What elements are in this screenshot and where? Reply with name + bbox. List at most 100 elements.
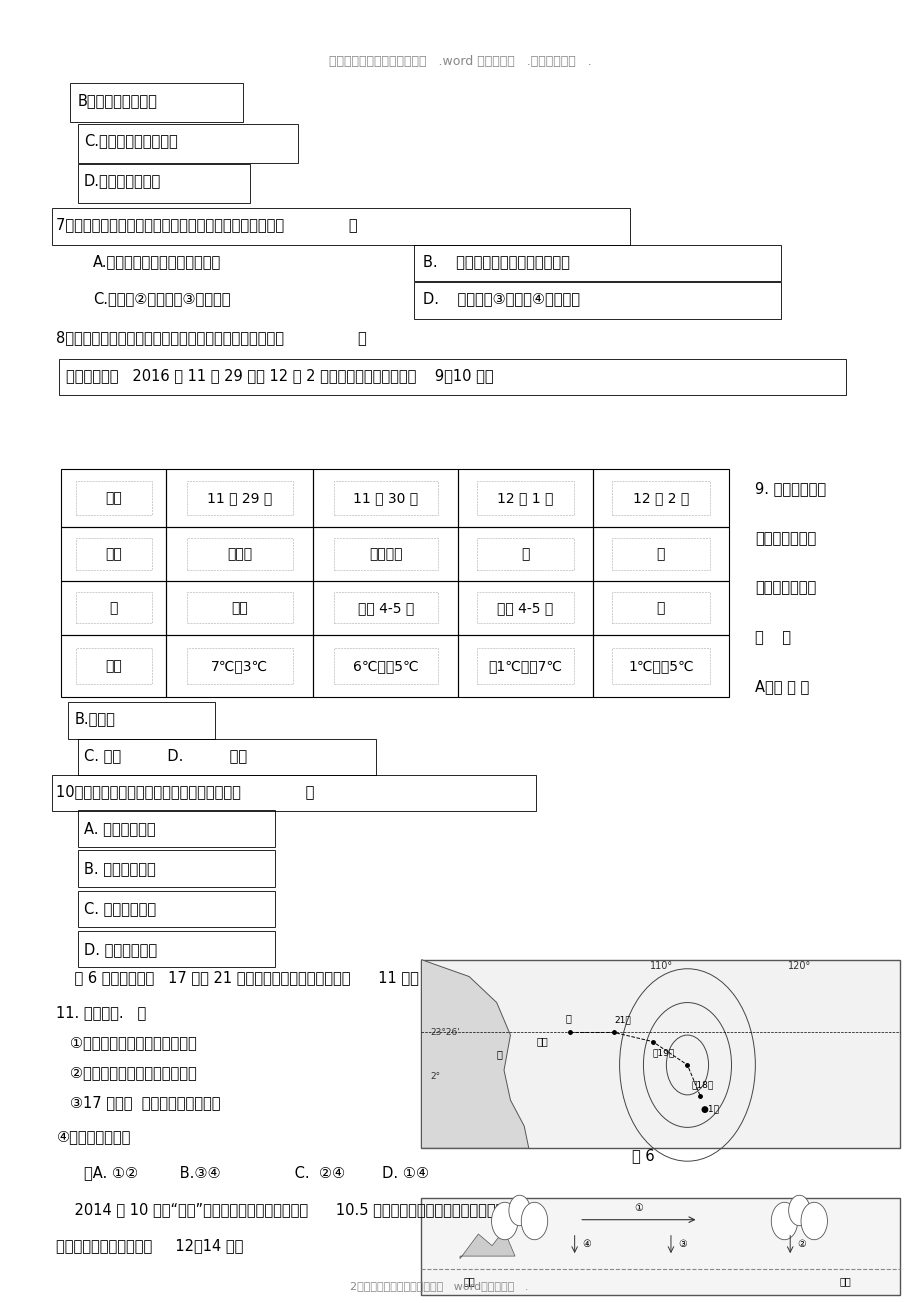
Text: 北风 4-5 级: 北风 4-5 级 [357, 601, 414, 615]
Bar [77, 810, 275, 847]
Bar [77, 851, 275, 887]
Text: ③: ③ [677, 1239, 686, 1250]
Text: A. 大雪阻碍交通: A. 大雪阻碍交通 [84, 821, 155, 835]
Text: 2°: 2° [430, 1072, 440, 1081]
Bar [477, 482, 573, 515]
Bar [75, 538, 152, 569]
Bar [75, 593, 152, 623]
Bar [611, 648, 709, 684]
Text: D.    受气压带③和风带④交替控制: D. 受气压带③和风带④交替控制 [423, 292, 580, 306]
Text: B.    分布在北半球中纬度大陆东岸: B. 分布在北半球中纬度大陆东岸 [423, 254, 570, 268]
Bar [166, 635, 312, 697]
Text: 丁18日: 丁18日 [690, 1080, 712, 1089]
Bar [77, 124, 298, 163]
Text: 110°: 110° [650, 962, 673, 971]
Bar [61, 635, 166, 697]
Bar [68, 702, 215, 739]
Text: 23°26': 23°26' [430, 1028, 460, 1037]
Text: 风: 风 [109, 601, 118, 615]
Bar [477, 593, 573, 623]
Text: 下表为济南市   2016 年 11 月 29 日至 12 月 2 日天气状况记录表，回答    9～10 题。: 下表为济南市 2016 年 11 月 29 日至 12 月 2 日天气状况记录表… [65, 369, 493, 383]
Text: 7℃～3℃: 7℃～3℃ [211, 659, 268, 672]
Text: 甲: 甲 [564, 1014, 571, 1023]
Text: 6℃～－5℃: 6℃～－5℃ [353, 659, 418, 672]
Text: 多云转晴: 多云转晴 [369, 547, 402, 562]
Bar [334, 593, 437, 623]
Text: 气温: 气温 [106, 659, 122, 672]
Bar [77, 932, 275, 967]
Bar [75, 482, 152, 515]
Bar [77, 739, 375, 775]
Bar [166, 581, 312, 635]
Text: 海洋: 海洋 [838, 1276, 850, 1286]
Text: 11. 该台风（.   ）: 11. 该台风（. ） [56, 1006, 146, 1020]
Text: 丙19日: 丙19日 [652, 1048, 675, 1057]
Bar [414, 283, 780, 319]
Text: 微: 微 [656, 601, 664, 615]
Bar [166, 469, 312, 526]
Text: C.给我国沿海带来降水: C.给我国沿海带来降水 [84, 133, 177, 149]
Text: D. 大风吹散雾霾: D. 大风吹散雾霾 [84, 942, 157, 956]
Text: ②: ② [797, 1239, 805, 1250]
Bar [51, 208, 629, 245]
Bar [61, 526, 166, 581]
Text: 11 月 29 日: 11 月 29 日 [207, 491, 272, 506]
Text: B. 降温导致冰雹: B. 降温导致冰雹 [84, 861, 155, 876]
Text: 口: 口 [496, 1050, 502, 1059]
Bar [593, 469, 728, 526]
Bar [312, 526, 458, 581]
Text: C. 暴雨阻碍出行: C. 暴雨阻碍出行 [84, 902, 156, 916]
Text: 日期: 日期 [106, 491, 122, 506]
Bar [51, 775, 536, 812]
Circle shape [508, 1195, 529, 1226]
Text: 文档来源为：从网络收集整理   .word 版本可编辑   .欢迎下载支持   .: 文档来源为：从网络收集整理 .word 版本可编辑 .欢迎下载支持 . [328, 55, 591, 68]
Text: 京市天气剧烈变: 京市天气剧烈变 [754, 530, 816, 546]
Text: B.低气压: B.低气压 [74, 711, 116, 727]
Bar [334, 482, 437, 515]
Text: 北风 4-5 级: 北风 4-5 级 [497, 601, 553, 615]
Text: 微风: 微风 [232, 601, 248, 615]
Circle shape [521, 1203, 547, 1239]
Text: ④: ④ [582, 1239, 590, 1250]
Text: 21日: 21日 [613, 1015, 630, 1024]
Bar [61, 469, 166, 526]
Bar [477, 538, 573, 569]
Text: 12 月 1 日: 12 月 1 日 [497, 491, 553, 506]
Bar [414, 245, 780, 281]
Text: 结合水循环示意图，完成     12～14 题。: 结合水循环示意图，完成 12～14 题。 [56, 1238, 244, 1253]
Bar [334, 538, 437, 569]
Text: B．性质是寒冷干燥: B．性质是寒冷干燥 [77, 93, 157, 108]
Text: ．A. ①②         B.③④                C.  ②④        D. ①④: ．A. ①② B.③④ C. ②④ D. ①④ [84, 1165, 428, 1181]
Circle shape [491, 1203, 517, 1239]
Text: A.分布在南半球中纬度大陆西岸: A.分布在南半球中纬度大陆西岸 [93, 254, 221, 268]
Circle shape [800, 1203, 826, 1239]
Bar [187, 593, 292, 623]
Text: 9. 造成该时段北: 9. 造成该时段北 [754, 482, 825, 496]
Bar [593, 526, 728, 581]
Text: 120°: 120° [787, 962, 811, 971]
Text: 1℃～－5℃: 1℃～－5℃ [628, 659, 693, 672]
Text: C.受风带②和气压带③交替控制: C.受风带②和气压带③交替控制 [93, 292, 231, 306]
Text: A．高 气 压: A．高 气 压 [754, 679, 809, 694]
Bar [477, 648, 573, 684]
Text: 7．关于右图所示气候类型的分布或成因的叙述正确的是（              ）: 7．关于右图所示气候类型的分布或成因的叙述正确的是（ ） [56, 218, 357, 232]
Bar [166, 526, 312, 581]
Text: 11 月 30 日: 11 月 30 日 [353, 491, 418, 506]
Bar [593, 581, 728, 635]
Text: ②向西北方向移动速度逐渐加快: ②向西北方向移动速度逐渐加快 [56, 1066, 197, 1080]
Text: 图 6 为某次台风从   17 日至 21 日移动过程示意图，据图完成      11 题。: 图 6 为某次台风从 17 日至 21 日移动过程示意图，据图完成 11 题。 [56, 971, 419, 985]
Circle shape [770, 1203, 797, 1239]
Text: ①向东南方向移动速度逐渐减慢: ①向东南方向移动速度逐渐减慢 [56, 1036, 197, 1050]
Polygon shape [460, 1230, 515, 1259]
Bar [312, 635, 458, 697]
Polygon shape [421, 959, 528, 1148]
Bar [187, 538, 292, 569]
Text: 2014 年 10 月，“南水”进京，每年向北京市供水约      10.5 亿立方米，但仍不能满足用水需求。: 2014 年 10 月，“南水”进京，每年向北京市供水约 10.5 亿立方米，但… [56, 1201, 513, 1217]
Text: C. 冷锋          D.          暖锋: C. 冷锋 D. 暖锋 [84, 748, 247, 764]
Text: 8．下面的气流状况示意图中，表示北半球反气旋的图是（                ）: 8．下面的气流状况示意图中，表示北半球反气旋的图是（ ） [56, 331, 367, 345]
Text: ④参与了水汽输送: ④参与了水汽输送 [56, 1128, 130, 1144]
Bar [334, 648, 437, 684]
Bar [312, 581, 458, 635]
Text: 阴晴: 阴晴 [106, 547, 122, 562]
Bar [593, 635, 728, 697]
